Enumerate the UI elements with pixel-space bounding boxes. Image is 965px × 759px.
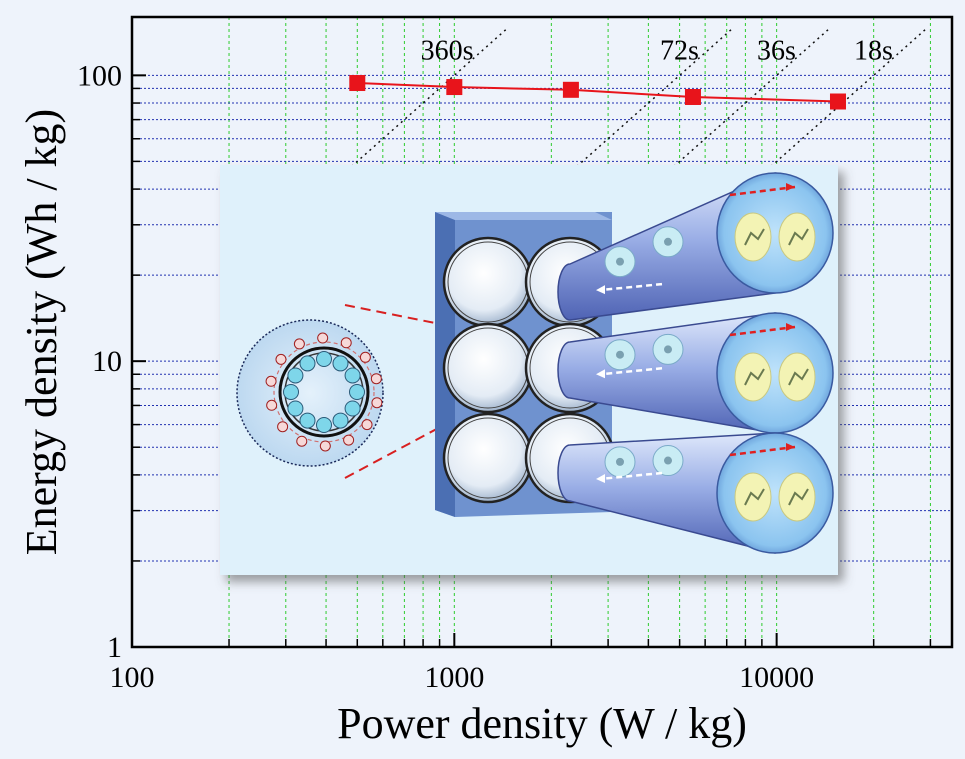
anion-core xyxy=(616,457,624,466)
time-line-18s xyxy=(770,28,927,168)
counter-charge xyxy=(361,419,373,431)
x-tick-label: 10000 xyxy=(739,661,814,694)
time-line-72s xyxy=(576,28,733,168)
x-tick-label: 1000 xyxy=(424,661,484,694)
cation xyxy=(778,212,816,262)
counter-charge xyxy=(266,399,278,411)
arrowhead-out xyxy=(786,443,795,451)
arrowhead-in xyxy=(596,369,605,379)
plot-frame xyxy=(130,15,954,649)
arrowhead-in xyxy=(596,285,605,295)
series-line xyxy=(349,75,846,110)
counter-charge xyxy=(319,440,331,452)
channel-opening xyxy=(716,312,834,434)
data-point xyxy=(684,88,701,105)
time-line-360s xyxy=(351,28,507,168)
arrow-in xyxy=(599,367,663,376)
adsorbed-ion xyxy=(287,400,304,417)
counter-charge xyxy=(275,353,287,365)
x-tick-label: 100 xyxy=(110,661,155,694)
axis-ticks xyxy=(132,74,932,647)
y-tick-label: 1 xyxy=(107,631,122,664)
adsorbed-ion xyxy=(344,400,361,417)
adsorbed-ion xyxy=(332,412,349,429)
arrow-in xyxy=(599,471,663,481)
cation-structure xyxy=(744,368,765,386)
adsorbed-ion xyxy=(332,355,349,372)
arrowhead-in xyxy=(596,474,605,483)
channel-opening xyxy=(716,432,834,554)
cation xyxy=(778,352,816,402)
series-line-0 xyxy=(357,82,839,103)
cation xyxy=(778,472,816,522)
counter-charge xyxy=(371,397,383,409)
y-tick-label: 100 xyxy=(77,59,122,92)
x-axis-title: Power density (W / kg) xyxy=(337,699,747,748)
zoom-line-top xyxy=(344,304,471,331)
zoomed-pore xyxy=(236,319,384,467)
adsorbed-ion xyxy=(283,384,299,400)
time-label-18s: 18s xyxy=(854,36,893,67)
y-tick-label: 10 xyxy=(92,345,122,378)
y-tick-labels: 1 10 100 xyxy=(77,59,122,664)
cation-structure xyxy=(788,488,809,506)
arrow-out xyxy=(729,325,796,337)
data-point xyxy=(446,79,463,96)
pore xyxy=(442,236,534,328)
counter-charge xyxy=(317,332,329,344)
arrowhead-out xyxy=(786,183,795,191)
arrow-in xyxy=(599,282,663,292)
cation-structure xyxy=(744,228,765,246)
channel-opening xyxy=(716,172,834,294)
arrow-out xyxy=(729,185,796,197)
cation xyxy=(734,352,772,402)
anion-core xyxy=(664,237,672,246)
anion-core xyxy=(664,345,672,354)
x-tick-labels: 100 1000 10000 xyxy=(110,661,815,694)
data-point xyxy=(829,93,846,110)
counter-charge xyxy=(265,375,277,387)
counter-charge xyxy=(343,434,355,446)
time-label-360s: 360s xyxy=(421,36,474,67)
counter-charge xyxy=(370,373,382,385)
adsorbed-ion xyxy=(299,355,316,372)
anion-core xyxy=(664,456,672,465)
cation-structure xyxy=(788,228,809,246)
cation-structure xyxy=(788,368,809,386)
inset-illustration xyxy=(220,165,838,575)
cation xyxy=(734,212,772,262)
pore xyxy=(442,412,534,504)
anion-core xyxy=(616,257,624,266)
counter-charge xyxy=(277,421,289,433)
time-label-72s: 72s xyxy=(660,36,699,67)
time-label-36s: 36s xyxy=(757,36,796,67)
anion-core xyxy=(616,350,624,359)
adsorbed-ion xyxy=(316,351,332,367)
counter-charge xyxy=(296,435,308,447)
adsorbed-ion xyxy=(287,367,304,384)
ion-channels xyxy=(557,172,834,554)
data-point xyxy=(562,81,579,98)
counter-charge xyxy=(340,337,352,349)
data-point xyxy=(349,75,366,92)
adsorbed-ion xyxy=(344,367,361,384)
counter-charge xyxy=(293,338,305,350)
adsorbed-ion xyxy=(299,412,316,429)
cation-structure xyxy=(744,488,765,506)
cation xyxy=(734,472,772,522)
adsorbed-ion xyxy=(316,417,332,433)
y-axis-title: Energy density (Wh / kg) xyxy=(17,109,66,555)
adsorbed-ion xyxy=(349,384,365,400)
arrowhead-out xyxy=(786,323,795,331)
time-annotations: 360s 72s 36s 18s xyxy=(421,36,893,67)
counter-charge xyxy=(359,351,371,363)
arrow-out xyxy=(729,445,796,457)
pore xyxy=(442,322,534,414)
